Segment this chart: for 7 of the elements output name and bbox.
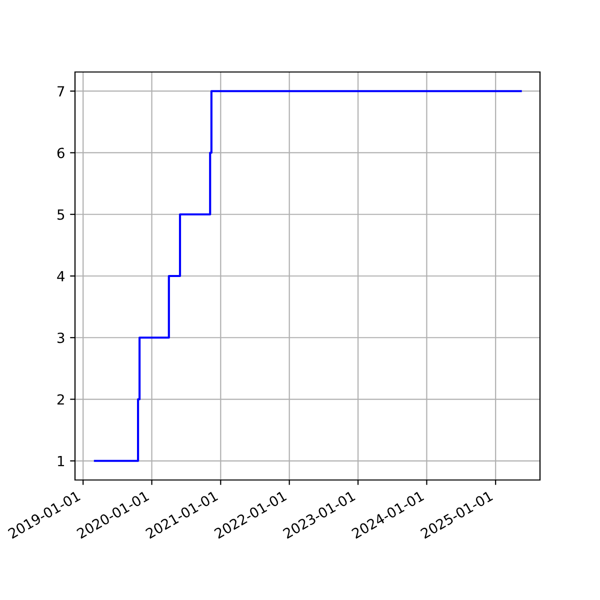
y-tick-label: 6 [57, 148, 64, 158]
y-tick-label: 3 [58, 332, 64, 344]
y-tick-label: 7 [58, 86, 64, 96]
y-tick-label: 1 [58, 456, 64, 466]
y-tick-label: 2 [57, 394, 64, 405]
y-tick-label: 4 [57, 271, 64, 282]
y-tick-label: 5 [58, 210, 64, 220]
